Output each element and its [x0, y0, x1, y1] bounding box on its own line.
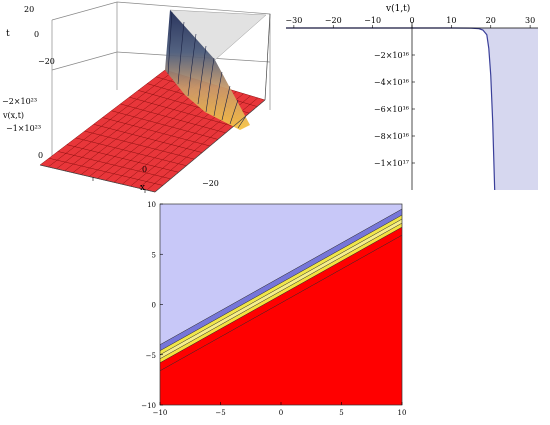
- x-tick-label: 30: [525, 16, 535, 25]
- y-tick-label: −10: [141, 402, 156, 410]
- x-tick-label: 0: [409, 16, 414, 25]
- x-tick-label: −5: [215, 409, 225, 417]
- y-tick-label: 10: [147, 201, 156, 209]
- y-tick-label: −8×10¹⁶: [374, 132, 409, 141]
- series-fill: [451, 28, 538, 190]
- y-tick-label: −6×10¹⁶: [374, 105, 409, 114]
- wall-line: [213, 71, 223, 117]
- bounding-box-front: [39, 13, 271, 193]
- contour-line: [159, 234, 403, 372]
- contour-plot: −10 −5 0 5 10 −10 −5 0 5 10: [130, 198, 420, 421]
- surface-wall-lines: [167, 11, 247, 129]
- wall-line: [205, 57, 215, 113]
- x-tick-label: 10: [398, 409, 407, 417]
- t-tick-3: −20: [38, 57, 55, 66]
- contour-band: [160, 235, 402, 405]
- grid-line: [120, 103, 226, 134]
- contour-line: [159, 218, 403, 355]
- z-tick-3: 0: [38, 151, 43, 160]
- y-tick-label: −5: [146, 352, 156, 360]
- y-tick-label: 5: [152, 251, 156, 259]
- t-axis-label: t: [6, 29, 10, 39]
- contour-band: [160, 204, 402, 345]
- x-tick-label: 5: [339, 409, 343, 417]
- line-plot: v(1,t) −30 −20 −10 0 10 20 30 −2×10¹⁶ −4×10¹⁶ −6…: [276, 0, 550, 200]
- contour-band: [160, 219, 402, 359]
- wall-line: [197, 45, 207, 105]
- contour-line: [159, 222, 403, 359]
- x-tick-label: −10: [153, 409, 168, 417]
- z-tick-1: −2×10²³: [2, 97, 37, 106]
- surface-plot-3d: t 20 0 −20 −2×10²³ v(x,t) −1×10²³ 0 0 x …: [0, 0, 275, 200]
- contour-line: [159, 214, 403, 351]
- wall-line: [167, 11, 173, 75]
- x-tick-label: 10: [446, 16, 456, 25]
- surface-wall: [165, 10, 250, 130]
- grid-line: [102, 117, 211, 147]
- y-tick-label: 0: [152, 302, 156, 310]
- x-tick-label: −30: [285, 16, 302, 25]
- wall-line: [221, 85, 231, 121]
- x-tick-label: −10: [364, 16, 381, 25]
- t-tick-1: 20: [24, 5, 34, 14]
- x-tick-label: 20: [486, 16, 496, 25]
- contour-line: [159, 208, 403, 345]
- line-plot-title: v(1,t): [385, 3, 410, 14]
- x-tick-2: −20: [202, 179, 219, 188]
- contour-band: [160, 215, 402, 355]
- t-tick-2: 0: [34, 30, 39, 39]
- wall-line: [177, 21, 185, 85]
- contour-band: [160, 223, 402, 363]
- x-tick-label: 0: [279, 409, 283, 417]
- grid-line: [129, 96, 234, 127]
- wall-line: [237, 115, 247, 129]
- z-tick-2: −1×10²³: [6, 124, 41, 133]
- x-tick-label: −20: [325, 16, 342, 25]
- x-axis-label: x: [140, 183, 145, 193]
- contour-line: [159, 226, 403, 364]
- contour-band: [160, 227, 402, 371]
- z-axis-label: v(x,t): [2, 111, 24, 120]
- contour-band: [160, 209, 402, 351]
- wall-line: [229, 99, 239, 125]
- grid-line: [111, 110, 218, 140]
- y-tick-label: −4×10¹⁶: [374, 78, 409, 87]
- wall-line: [187, 33, 197, 97]
- y-tick-label: −1×10¹⁷: [374, 159, 409, 168]
- x-tick-1: 0: [142, 165, 147, 174]
- y-tick-label: −2×10¹⁶: [374, 51, 409, 60]
